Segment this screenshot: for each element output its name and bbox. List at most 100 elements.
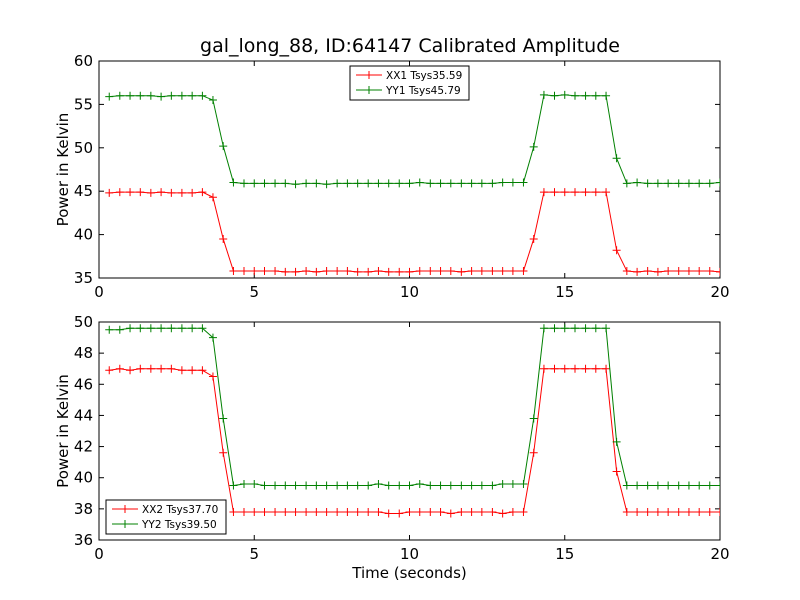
data-point-marker [260, 267, 269, 276]
data-point-marker [436, 267, 445, 276]
data-point-marker [550, 91, 559, 100]
legend-box [105, 499, 227, 535]
data-point-marker [664, 267, 673, 276]
data-point-marker [550, 188, 559, 197]
y-tick-label: 40 [74, 226, 93, 244]
x-tick-label: 5 [249, 283, 259, 301]
y-tick-label: 40 [74, 469, 93, 487]
data-point-marker [312, 481, 321, 490]
data-point-marker [643, 179, 652, 188]
data-point-marker [343, 267, 352, 276]
legend-marker [365, 86, 373, 94]
data-point-marker [716, 267, 720, 276]
legend-label: YY2 Tsys39.50 [141, 519, 217, 531]
data-point-marker [612, 467, 621, 476]
data-point-marker [136, 324, 145, 333]
data-point-marker [291, 507, 300, 516]
data-point-marker [364, 507, 373, 516]
y-axis-label: Power in Kelvin [54, 374, 72, 488]
data-point-marker [602, 364, 611, 373]
data-point-marker [684, 507, 693, 516]
data-point-marker [519, 178, 528, 187]
x-tick-label: 20 [710, 545, 729, 563]
y-axis-label: Power in Kelvin [54, 113, 72, 227]
data-point-marker [302, 481, 311, 490]
data-point-marker [477, 179, 486, 188]
x-tick-label: 5 [249, 545, 259, 563]
data-point-marker [157, 324, 166, 333]
data-point-marker [581, 188, 590, 197]
data-point-marker [415, 267, 424, 276]
data-point-marker [302, 179, 311, 188]
data-point-marker [291, 267, 300, 276]
data-point-marker [570, 91, 579, 100]
data-point-marker [446, 267, 455, 276]
data-point-marker [374, 267, 383, 276]
data-point-marker [602, 324, 611, 333]
x-tick-label: 15 [555, 545, 574, 563]
data-point-marker [343, 481, 352, 490]
data-point-marker [219, 142, 228, 151]
y-tick-label: 60 [74, 52, 93, 70]
data-point-marker [436, 507, 445, 516]
data-point-marker [167, 91, 176, 100]
series-yy2 [105, 324, 720, 490]
data-point-marker [157, 364, 166, 373]
legend-box [349, 65, 470, 101]
data-point-marker [405, 507, 414, 516]
data-point-marker [126, 324, 135, 333]
data-point-marker [167, 324, 176, 333]
data-point-marker [705, 481, 714, 490]
y-tick-label: 50 [74, 139, 93, 157]
data-point-marker [333, 507, 342, 516]
data-point-marker [219, 234, 228, 243]
data-point-marker [498, 267, 507, 276]
chart-title: gal_long_88, ID:64147 Calibrated Amplitu… [200, 35, 620, 57]
data-point-marker [250, 179, 259, 188]
data-point-marker [633, 178, 642, 187]
data-point-marker [519, 267, 528, 276]
data-point-marker [633, 507, 642, 516]
data-point-marker [457, 179, 466, 188]
data-point-marker [622, 267, 631, 276]
data-point-marker [446, 481, 455, 490]
data-point-marker [570, 188, 579, 197]
data-point-marker [374, 479, 383, 488]
data-point-marker [705, 267, 714, 276]
data-point-marker [322, 481, 331, 490]
x-tick-label: 20 [710, 283, 729, 301]
data-point-marker [508, 178, 517, 187]
data-point-marker [240, 507, 249, 516]
data-point-marker [384, 509, 393, 518]
data-point-marker [612, 154, 621, 163]
data-point-marker [281, 507, 290, 516]
y-tick-label: 55 [74, 95, 93, 113]
data-point-marker [415, 178, 424, 187]
data-point-marker [560, 324, 569, 333]
data-point-marker [364, 179, 373, 188]
data-point-marker [519, 479, 528, 488]
data-point-marker [229, 178, 238, 187]
data-point-marker [208, 96, 217, 105]
data-point-marker [208, 193, 217, 202]
data-point-marker [188, 366, 197, 375]
data-point-marker [271, 481, 280, 490]
legend-label: XX2 Tsys37.70 [142, 504, 218, 516]
legend: XX1 Tsys35.59 YY1 Tsys45.79 [349, 65, 470, 101]
data-point-marker [477, 481, 486, 490]
data-point-marker [353, 179, 362, 188]
data-point-marker [208, 372, 217, 381]
data-point-marker [633, 267, 642, 276]
data-point-marker [684, 481, 693, 490]
data-point-marker [716, 178, 720, 187]
data-point-marker [157, 188, 166, 197]
data-point-marker [415, 479, 424, 488]
y-tick-label: 36 [74, 531, 93, 549]
data-point-marker [281, 179, 290, 188]
data-point-marker [426, 481, 435, 490]
data-point-marker [395, 179, 404, 188]
data-point-marker [426, 267, 435, 276]
data-point-marker [467, 481, 476, 490]
data-point-marker [136, 188, 145, 197]
data-point-marker [653, 179, 662, 188]
